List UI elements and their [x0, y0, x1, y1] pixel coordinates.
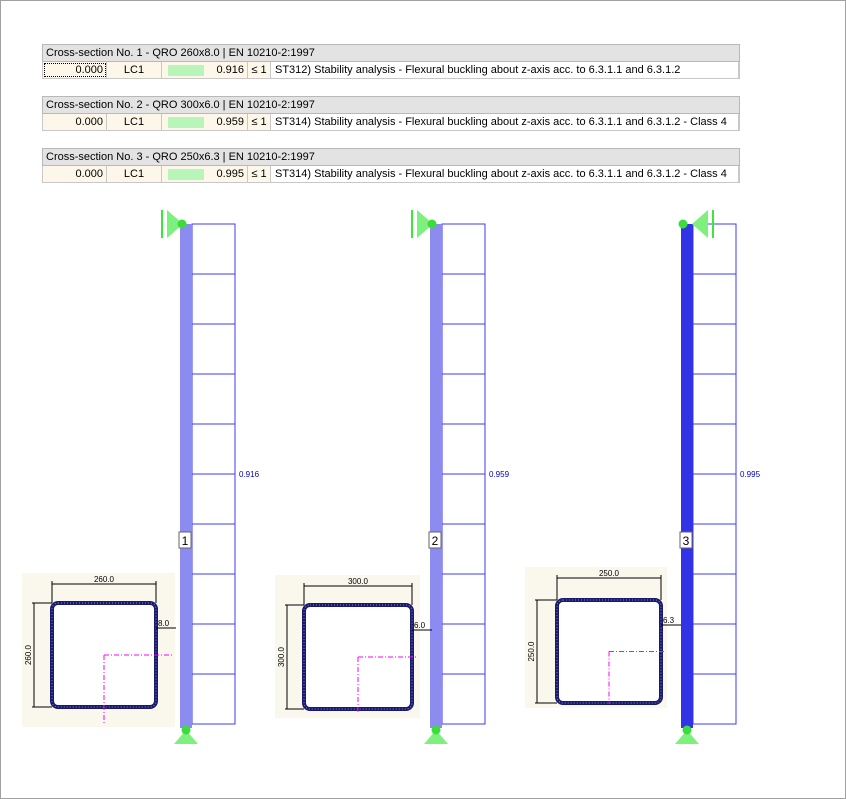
cross-section-drawing: 260.0 260.0 8.0: [22, 573, 176, 727]
limit-cell: ≤ 1: [248, 114, 271, 130]
member-number-box: [679, 531, 693, 549]
cross-section-drawing: 250.0 250.0 6.3: [525, 567, 681, 708]
limit-cell: ≤ 1: [248, 62, 271, 78]
table-row[interactable]: 0.000 LC1 0.995 ≤ 1 ST314) Stability ana…: [42, 166, 740, 183]
description-cell[interactable]: ST314) Stability analysis - Flexural buc…: [271, 166, 739, 182]
member-bar[interactable]: [681, 224, 693, 728]
member-3[interactable]: 0.995 3: [675, 210, 761, 744]
section-header: Cross-section No. 1 - QRO 260x8.0 | EN 1…: [42, 44, 740, 62]
section-header: Cross-section No. 3 - QRO 250x6.3 | EN 1…: [42, 148, 740, 166]
ratio-label: 0.916: [239, 470, 260, 479]
pinned-support-icon: [424, 725, 448, 744]
member-2[interactable]: 0.959 2: [411, 210, 510, 744]
location-cell[interactable]: 0.000: [43, 114, 107, 130]
member-bar[interactable]: [180, 224, 192, 728]
member-number-box: [428, 531, 442, 549]
principal-axes: [608, 651, 665, 704]
height-dimension: 250.0: [527, 641, 536, 662]
width-dimension: 300.0: [348, 577, 369, 586]
member-number: 2: [432, 534, 439, 548]
principal-axes: [103, 654, 173, 723]
thickness-dimension: 6.0: [414, 621, 426, 630]
table-row[interactable]: 0.000 LC1 0.959 ≤ 1 ST314) Stability ana…: [42, 114, 740, 131]
load-case-cell[interactable]: LC1: [107, 62, 162, 78]
width-dimension: 260.0: [94, 575, 115, 584]
cross-section-drawing: 300.0 300.0 6.0: [275, 575, 432, 718]
results-table: Cross-section No. 1 - QRO 260x8.0 | EN 1…: [42, 44, 740, 183]
ratio-label: 0.959: [489, 470, 510, 479]
pinned-support-icon: [174, 725, 198, 744]
ratio-value: 0.995: [216, 168, 244, 180]
hinge-support-icon: [678, 210, 714, 238]
width-dimension: 250.0: [599, 569, 620, 578]
principal-axes: [357, 656, 418, 714]
hinge-support-icon: [411, 210, 437, 238]
load-case-cell[interactable]: LC1: [107, 114, 162, 130]
member-bar[interactable]: [430, 224, 442, 728]
height-dimension: 260.0: [24, 644, 33, 665]
location-cell[interactable]: 0.000: [43, 166, 107, 182]
ratio-bar: [168, 65, 204, 76]
ratio-value: 0.959: [216, 116, 244, 128]
member-number: 3: [683, 534, 690, 548]
load-case-cell[interactable]: LC1: [107, 166, 162, 182]
pinned-support-icon: [675, 725, 699, 744]
ratio-cell[interactable]: 0.959: [162, 114, 248, 130]
section-header: Cross-section No. 2 - QRO 300x6.0 | EN 1…: [42, 96, 740, 114]
table-row[interactable]: 0.000 LC1 0.916 ≤ 1 ST312) Stability ana…: [42, 62, 740, 79]
ratio-bar: [168, 117, 204, 128]
limit-cell: ≤ 1: [248, 166, 271, 182]
ratio-cell[interactable]: 0.916: [162, 62, 248, 78]
description-cell[interactable]: ST314) Stability analysis - Flexural buc…: [271, 114, 739, 130]
thickness-dimension: 6.3: [663, 616, 675, 625]
location-cell[interactable]: 0.000: [43, 62, 107, 78]
ratio-label: 0.995: [740, 470, 761, 479]
description-cell[interactable]: ST312) Stability analysis - Flexural buc…: [271, 62, 739, 78]
ratio-cell[interactable]: 0.995: [162, 166, 248, 182]
ratio-bar: [168, 169, 204, 180]
thickness-dimension: 8.0: [158, 619, 170, 628]
height-dimension: 300.0: [277, 646, 286, 667]
member-number: 1: [182, 534, 189, 548]
member-number-box: [178, 531, 192, 549]
ratio-value: 0.916: [216, 64, 244, 76]
hinge-support-icon: [161, 210, 187, 238]
member-1[interactable]: 0.916 1: [161, 210, 260, 744]
